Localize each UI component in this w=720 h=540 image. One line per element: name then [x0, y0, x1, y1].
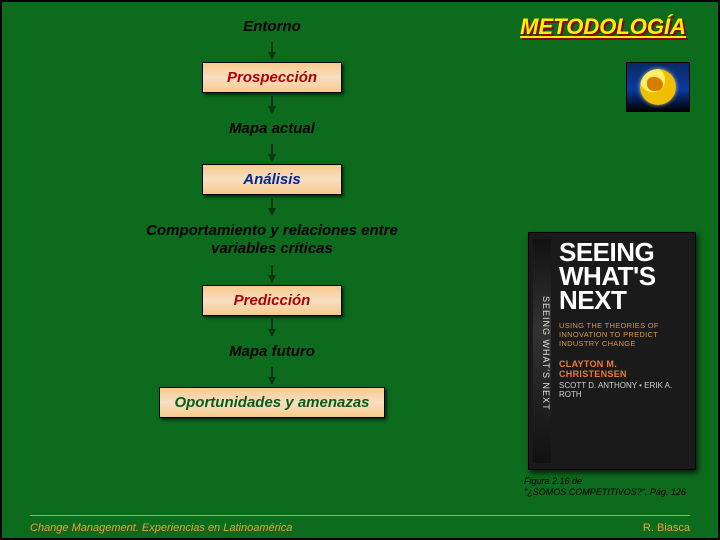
- flow-diagram: Entorno Prospección Mapa actual Análisis Com…: [2, 14, 542, 418]
- book-title-word-2: NEXT: [559, 289, 687, 313]
- arrow-down-icon: [266, 198, 278, 216]
- flow-box-7: Oportunidades y amenazas: [159, 387, 384, 418]
- flow-text-6: Mapa futuro: [229, 339, 315, 364]
- arrow-down-icon: [266, 319, 278, 337]
- flow-text-0: Entorno: [243, 14, 301, 39]
- footer-divider: [30, 515, 690, 516]
- book-cover: SEEING WHAT'S NEXT SEEINGWHAT'SNEXT USIN…: [528, 232, 696, 470]
- footer-left: Change Management. Experiencias en Latin…: [30, 522, 292, 534]
- footer-right: R. Biasca: [643, 522, 690, 534]
- flow-text-4: Comportamiento y relaciones entre variab…: [122, 218, 422, 262]
- arrow-down-icon: [266, 265, 278, 283]
- book-subtitle: USING THE THEORIES OF INNOVATION TO PRED…: [559, 321, 687, 349]
- flow-text-2: Mapa actual: [229, 116, 315, 141]
- page-title: METODOLOGÍA: [520, 14, 686, 40]
- book-title: SEEINGWHAT'SNEXT: [559, 241, 687, 313]
- book-author-secondary: SCOTT D. ANTHONY • ERIK A. ROTH: [559, 381, 687, 399]
- globe-icon: [626, 62, 690, 112]
- arrow-down-icon: [266, 96, 278, 114]
- flow-box-3: Análisis: [202, 164, 342, 195]
- book-author-primary: CLAYTON M. CHRISTENSEN: [559, 359, 687, 379]
- flow-box-1: Prospección: [202, 62, 342, 93]
- book-spine: SEEING WHAT'S NEXT: [533, 239, 551, 463]
- arrow-down-icon: [266, 144, 278, 162]
- caption-line1: Figura 2.16 de: [524, 476, 696, 487]
- flow-box-5: Predicción: [202, 285, 342, 316]
- caption-line2: "¿SOMOS COMPETITIVOS?", Pág. 126: [524, 487, 696, 498]
- arrow-down-icon: [266, 367, 278, 385]
- figure-caption: Figura 2.16 de "¿SOMOS COMPETITIVOS?", P…: [524, 476, 696, 498]
- arrow-down-icon: [266, 42, 278, 60]
